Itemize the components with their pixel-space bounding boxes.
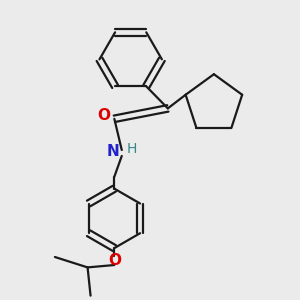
Text: O: O: [98, 108, 110, 123]
Text: H: H: [127, 142, 137, 155]
Text: O: O: [108, 254, 121, 268]
Text: N: N: [107, 144, 120, 159]
